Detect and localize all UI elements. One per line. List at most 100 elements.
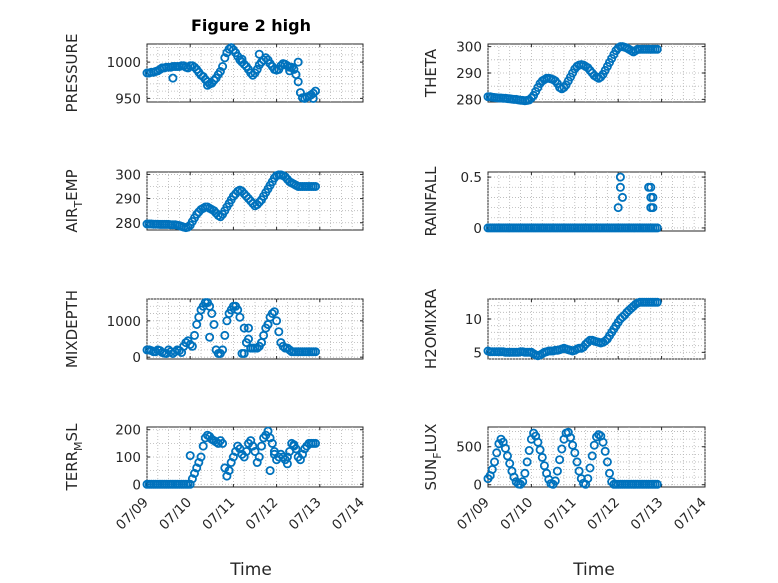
data-point: [256, 441, 266, 451]
data-point: [285, 66, 295, 76]
data-point: [181, 338, 191, 348]
y-tick-label: 1000: [107, 314, 141, 330]
data-point: [254, 452, 264, 462]
y-tick-label: 280: [115, 216, 141, 232]
y-tick-label: 0: [132, 477, 141, 493]
grid-lines: [146, 44, 364, 102]
data-point: [613, 203, 623, 213]
data-point: [215, 212, 225, 222]
subplot-air-temp: 280 290 300 AIRTEMP: [63, 167, 364, 233]
y-tick-label: 950: [115, 91, 141, 107]
data-point: [189, 62, 199, 72]
data-point: [254, 49, 264, 59]
data-point: [568, 440, 578, 450]
data-point: [522, 457, 532, 467]
y-tick-label: 300: [115, 167, 141, 183]
data-point: [168, 73, 178, 83]
data-point: [295, 455, 305, 465]
y-tick-label: 0.5: [461, 170, 482, 186]
data-point: [618, 312, 628, 322]
y-tick-label: 500: [456, 440, 482, 456]
figure-title: Figure 2 high: [191, 16, 311, 35]
data-point: [246, 68, 256, 78]
data-point: [209, 75, 219, 85]
data-point: [198, 441, 208, 451]
y-axis-label: TERRMSL: [63, 423, 85, 492]
data-series: [483, 172, 662, 233]
data-point: [646, 192, 656, 202]
data-point: [487, 464, 497, 474]
y-tick-label: 0: [473, 478, 482, 494]
data-point: [259, 55, 269, 65]
subplot-pressure: 950 1000 PRESSURE: [63, 34, 364, 112]
data-point: [250, 446, 260, 456]
grid-lines: [146, 172, 364, 230]
data-point: [310, 438, 320, 448]
plot-area: [487, 171, 706, 232]
data-point: [267, 438, 277, 448]
data-point: [509, 472, 519, 482]
data-point: [618, 192, 628, 202]
subplot-mixdepth: 0 1000 MIXDEPTH: [63, 290, 364, 368]
data-point: [535, 445, 545, 455]
data-point: [570, 448, 580, 458]
data-point: [615, 172, 625, 182]
data-point: [185, 339, 195, 349]
y-axis-label: AIRTEMP: [63, 169, 85, 232]
data-point: [602, 457, 612, 467]
data-point: [550, 476, 560, 486]
data-series: [483, 297, 662, 361]
data-point: [295, 88, 305, 98]
data-point: [196, 452, 206, 462]
y-tick-label: 100: [115, 450, 141, 466]
y-tick-label: 10: [465, 312, 482, 328]
y-axis-label: H2OMIXRA: [422, 288, 440, 369]
data-point: [187, 341, 197, 351]
data-point: [500, 443, 510, 453]
data-point: [652, 297, 662, 307]
y-tick-label: 5: [473, 345, 482, 361]
data-point: [235, 312, 245, 322]
data-point: [592, 432, 602, 442]
data-point: [207, 308, 217, 318]
data-point: [555, 455, 565, 465]
data-point: [254, 197, 264, 207]
data-point: [239, 348, 249, 358]
data-point: [183, 222, 193, 232]
data-point: [246, 436, 256, 446]
data-point: [269, 449, 279, 459]
data-point: [289, 441, 299, 451]
data-point: [646, 203, 656, 213]
data-point: [502, 451, 512, 461]
data-point: [533, 437, 543, 447]
data-point: [489, 457, 499, 467]
y-tick-label: 1000: [107, 55, 141, 71]
data-point: [585, 463, 595, 473]
y-axis-label: RAINFALL: [422, 166, 440, 237]
data-point: [289, 64, 299, 74]
y-axis-label: THETA: [422, 48, 440, 98]
data-point: [605, 468, 615, 478]
data-point: [192, 463, 202, 473]
data-point: [226, 43, 236, 53]
data-point: [218, 438, 228, 448]
data-point: [218, 345, 228, 355]
data-point: [243, 323, 253, 333]
data-point: [209, 319, 219, 329]
subplot-rainfall: 0 0.5 RAINFALL: [422, 166, 706, 237]
data-point: [492, 448, 502, 458]
data-point: [252, 457, 262, 467]
data-point: [241, 446, 251, 456]
data-point: [189, 330, 199, 340]
data-point: [587, 451, 597, 461]
data-series: [483, 427, 662, 489]
y-axis-label: MIXDEPTH: [63, 290, 81, 368]
y-tick-label: 290: [115, 192, 141, 208]
data-point: [600, 336, 610, 346]
y-tick-label: 200: [115, 423, 141, 439]
data-point: [537, 452, 547, 462]
data-point: [652, 479, 662, 489]
data-series: [142, 43, 320, 103]
data-point: [520, 468, 530, 478]
data-point: [652, 223, 662, 233]
